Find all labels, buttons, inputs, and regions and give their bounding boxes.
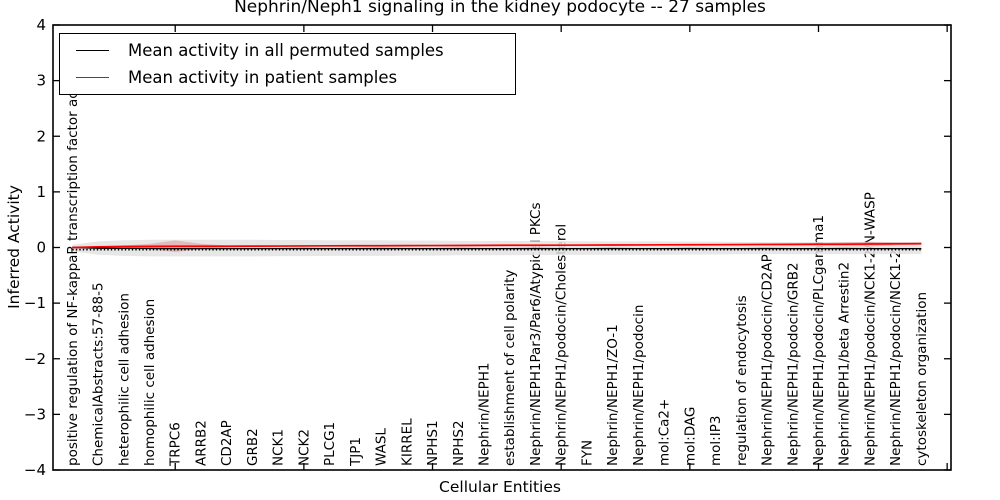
legend-item-patient: Mean activity in patient samples [60, 68, 515, 87]
x-category-label: ARRB2 [193, 420, 209, 466]
y-tick-label: −3 [24, 405, 46, 423]
x-category-label: mol:Ca2+ [657, 399, 673, 466]
x-category-label: ChemicalAbstracts:57-88-5 [91, 282, 107, 466]
x-category-label: PLCG1 [322, 422, 338, 466]
x-category-label: Nephrin/NEPH1/podocin/Cholesterol [554, 224, 570, 466]
x-category-label: positive regulation of NF-kappaB transcr… [65, 57, 81, 466]
legend-line-permuted-icon [76, 50, 109, 52]
y-axis-label: Inferred Activity [5, 185, 23, 309]
x-category-label: homophilic cell adhesion [142, 299, 158, 466]
permuted-mean-line [72, 246, 922, 250]
patient-mean-line [72, 242, 922, 249]
x-category-label: Nephrin/NEPH1 [476, 363, 492, 466]
x-category-label: establishment of cell polarity [502, 270, 518, 466]
legend-label-permuted: Mean activity in all permuted samples [128, 41, 444, 61]
y-tick-label: 3 [36, 72, 46, 90]
x-category-label: Nephrin/NEPH1Par3/Par6/Atypical PKCs [528, 203, 544, 467]
x-category-label: mol:DAG [682, 407, 698, 466]
x-category-label: mol:IP3 [708, 416, 724, 466]
x-category-label: NCK2 [296, 429, 312, 466]
y-tick-label: 0 [36, 239, 46, 257]
x-axis-label: Cellular Entities [439, 478, 561, 496]
x-category-label: Nephrin/NEPH1/podocin/NCK1-2 [888, 250, 904, 466]
x-category-label: GRB2 [245, 428, 261, 466]
x-category-label: FYN [579, 440, 595, 466]
y-tick-label: −4 [24, 461, 46, 479]
legend-item-permuted: Mean activity in all permuted samples [60, 41, 515, 60]
legend-line-patient-icon [76, 76, 109, 78]
y-tick-label: 1 [36, 183, 46, 201]
x-category-label: heterophilic cell adhesion [116, 293, 132, 466]
x-category-label: NPHS2 [451, 420, 467, 466]
legend: Mean activity in all permuted samples Me… [59, 33, 516, 95]
x-category-label: Nephrin/NEPH1/beta Arrestin2 [837, 262, 853, 466]
x-category-label: KIRREL [399, 418, 415, 466]
y-tick-label: 4 [36, 16, 46, 34]
x-category-label: cytoskeleton organization [914, 292, 930, 466]
x-category-label: Nephrin/NEPH1/podocin/CD2AP [760, 254, 776, 466]
x-category-label: Nephrin/NEPH1/podocin/NCK1-2/N-WASP [862, 192, 878, 466]
legend-label-patient: Mean activity in patient samples [128, 67, 398, 87]
x-category-label: TRPC6 [168, 422, 184, 467]
y-tick-label: −2 [24, 350, 46, 368]
chart-title: Nephrin/Neph1 signaling in the kidney po… [234, 0, 766, 17]
y-tick-label: 2 [36, 127, 46, 145]
x-category-label: NPHS1 [425, 420, 441, 466]
x-category-label: Nephrin/NEPH1/podocin/GRB2 [785, 262, 801, 466]
x-category-label: TJP1 [348, 437, 364, 467]
x-category-label: NCK1 [271, 429, 287, 466]
x-category-label: regulation of endocytosis [734, 295, 750, 466]
x-category-label: CD2AP [219, 420, 235, 466]
x-category-label: Nephrin/NEPH1/podocin [631, 305, 647, 466]
x-category-label: Nephrin/NEPH1/podocin/PLCgamma1 [811, 215, 827, 466]
y-tick-label: −1 [24, 294, 46, 312]
x-category-label: Nephrin/NEPH1/ZO-1 [605, 324, 621, 466]
x-category-label: WASL [374, 428, 390, 466]
